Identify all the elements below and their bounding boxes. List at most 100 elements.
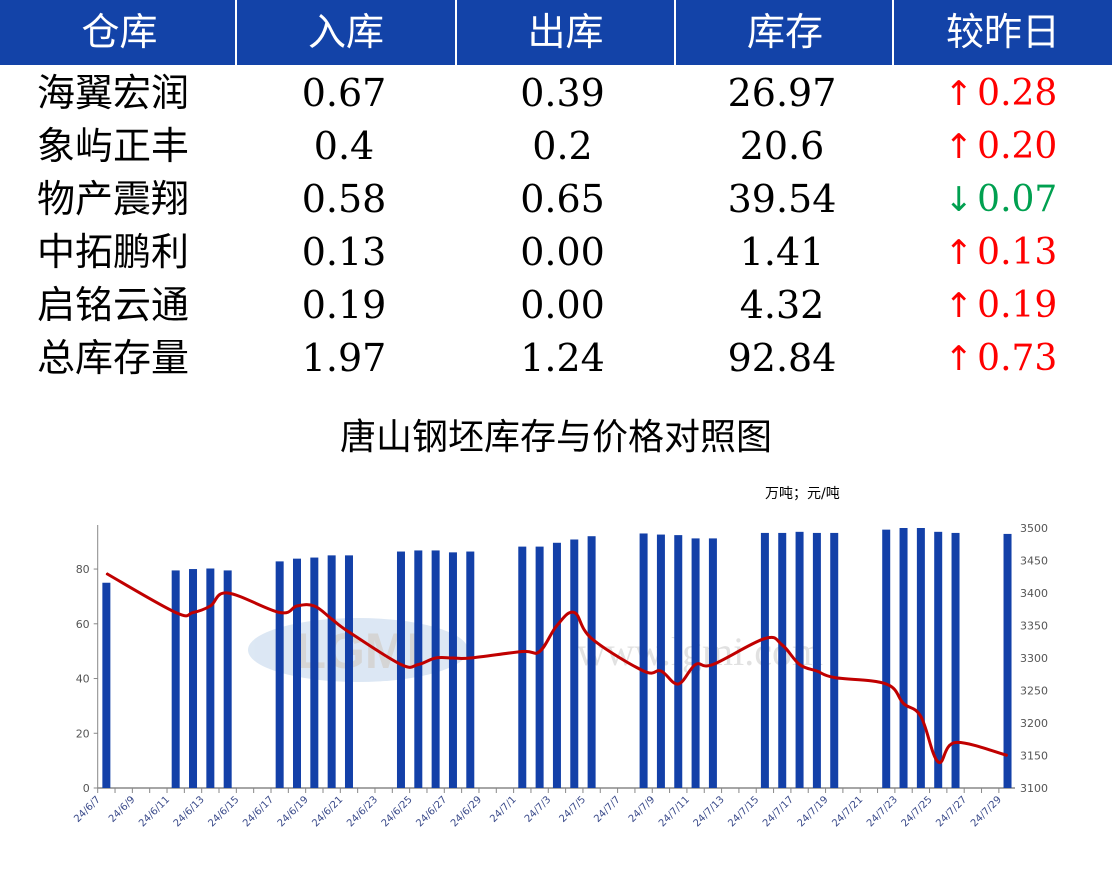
- change-value: ↑ 0.13: [892, 226, 1110, 279]
- price-point: [539, 651, 541, 652]
- x-tick-label: 24/6/27: [414, 794, 449, 829]
- inventory-bar: [344, 555, 353, 788]
- inventory-bar: [639, 533, 648, 788]
- inventory-bar: [448, 552, 457, 788]
- price-point: [695, 664, 697, 665]
- x-tick-label: 24/7/5: [558, 794, 589, 825]
- inventory-bar: [795, 531, 804, 788]
- inventory-bar: [674, 535, 683, 788]
- price-point: [227, 592, 229, 594]
- out-value: 0.39: [520, 71, 605, 115]
- y-left-tick-label: 40: [76, 673, 90, 686]
- inventory-bar: [830, 532, 839, 788]
- price-point: [1007, 755, 1009, 756]
- price-point: [764, 638, 766, 639]
- inventory-bar: [656, 534, 665, 788]
- header-out: 出库: [455, 0, 674, 65]
- x-tick-label: 24/7/17: [761, 794, 796, 829]
- x-tick-label: 24/6/25: [380, 794, 415, 829]
- y-right-tick-label: 3350: [1020, 620, 1048, 633]
- x-tick-label: 24/7/21: [830, 794, 865, 829]
- change-number: 0.19: [977, 285, 1058, 326]
- table-row: 海翼宏润 0.67 0.39 26.97 ↑ 0.28: [0, 67, 1112, 120]
- x-tick-label: 24/6/19: [276, 794, 311, 829]
- y-right-tick-label: 3400: [1020, 587, 1048, 600]
- price-point: [521, 651, 523, 652]
- stock-value: 1.41: [739, 230, 825, 274]
- inventory-bar: [570, 539, 579, 788]
- y-right-tick-label: 3150: [1020, 750, 1048, 763]
- inventory-bar: [310, 557, 319, 788]
- x-tick-label: 24/7/27: [934, 794, 969, 829]
- in-value: 0.13: [301, 230, 387, 274]
- change-value: ↓ 0.07: [892, 173, 1110, 226]
- inventory-bar: [778, 532, 787, 788]
- price-point: [469, 657, 471, 659]
- x-tick-label: 24/7/11: [657, 794, 692, 829]
- x-tick-label: 24/7/13: [692, 794, 727, 829]
- x-tick-label: 24/6/9: [107, 794, 138, 825]
- change-number: 0.73: [977, 338, 1058, 379]
- x-tick-label: 24/6/7: [72, 794, 103, 825]
- price-point: [435, 657, 437, 659]
- arrow-up-icon: ↑: [944, 74, 974, 114]
- x-tick-label: 24/7/23: [865, 794, 900, 829]
- price-point: [313, 605, 315, 607]
- table-row: 象屿正丰 0.4 0.2 20.6 ↑ 0.20: [0, 120, 1112, 173]
- x-tick-label: 24/7/3: [523, 794, 554, 825]
- table-row: 物产震翔 0.58 0.65 39.54 ↓ 0.07: [0, 173, 1112, 226]
- price-point: [937, 761, 939, 763]
- price-point: [175, 612, 177, 613]
- price-point: [556, 625, 558, 626]
- table-header: 仓库 入库 出库 库存 较昨日: [0, 0, 1112, 65]
- inventory-bar: [951, 532, 960, 788]
- in-value: 0.58: [301, 177, 387, 221]
- x-tick-label: 24/6/17: [241, 794, 276, 829]
- inventory-bar: [916, 528, 925, 788]
- price-point: [712, 664, 714, 665]
- change-number: 0.28: [977, 73, 1058, 114]
- inventory-bar: [812, 532, 821, 788]
- warehouse-name: 海翼宏润: [37, 71, 190, 115]
- inventory-bar: [518, 546, 527, 788]
- unit-label: 万吨；元/吨: [765, 486, 840, 502]
- y-left-tick-label: 80: [76, 563, 90, 576]
- y-left-tick-label: 0: [83, 782, 90, 795]
- x-tick-label: 24/6/23: [345, 794, 380, 829]
- table-row: 中拓鹏利 0.13 0.00 1.41 ↑ 0.13: [0, 226, 1112, 279]
- out-value: 0.65: [520, 177, 605, 221]
- change-number: 0.07: [977, 179, 1058, 220]
- inventory-bar: [760, 532, 769, 788]
- price-point: [781, 644, 783, 646]
- inventory-bar: [189, 569, 198, 788]
- price-point: [296, 605, 298, 607]
- y-right-tick-label: 3300: [1020, 652, 1048, 665]
- arrow-down-icon: ↓: [944, 180, 974, 220]
- arrow-up-icon: ↑: [944, 127, 974, 167]
- price-point: [573, 612, 575, 613]
- price-point: [903, 703, 905, 704]
- inventory-bar: [466, 551, 475, 788]
- stock-value: 92.84: [727, 336, 837, 380]
- header-stock: 库存: [674, 0, 894, 65]
- change-value: ↑ 0.20: [892, 120, 1110, 173]
- price-point: [799, 664, 801, 665]
- y-right-tick-label: 3200: [1020, 717, 1048, 730]
- y-left-tick-label: 20: [76, 727, 90, 740]
- price-point: [417, 664, 419, 665]
- warehouse-name: 中拓鹏利: [37, 230, 190, 274]
- y-left-tick-label: 60: [76, 618, 90, 631]
- out-value: 1.24: [520, 336, 605, 380]
- change-number: 0.13: [977, 232, 1058, 273]
- price-point: [591, 638, 593, 639]
- inventory-bar: [414, 550, 423, 788]
- price-point: [643, 670, 645, 672]
- header-in: 入库: [235, 0, 455, 65]
- arrow-up-icon: ↑: [944, 233, 974, 273]
- out-value: 0.2: [532, 124, 593, 168]
- x-tick-label: 24/7/9: [627, 794, 658, 825]
- inventory-bar: [431, 550, 440, 788]
- x-tick-label: 24/6/11: [137, 794, 172, 829]
- x-tick-label: 24/7/15: [726, 794, 761, 829]
- x-tick-label: 24/7/7: [592, 794, 623, 825]
